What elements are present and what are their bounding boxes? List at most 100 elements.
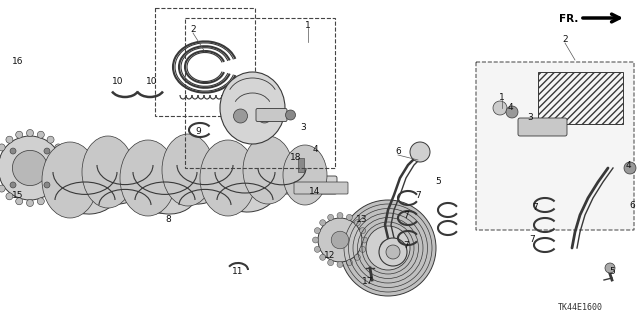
Text: FR.: FR. xyxy=(559,14,578,24)
Circle shape xyxy=(332,231,349,249)
Ellipse shape xyxy=(168,152,228,204)
Circle shape xyxy=(360,228,365,234)
Circle shape xyxy=(362,237,367,243)
Circle shape xyxy=(10,182,16,188)
Circle shape xyxy=(60,175,67,182)
Ellipse shape xyxy=(200,140,256,216)
Circle shape xyxy=(55,144,62,151)
Circle shape xyxy=(44,148,50,154)
Circle shape xyxy=(493,101,507,115)
Text: 8: 8 xyxy=(165,216,171,225)
Text: 6: 6 xyxy=(629,201,635,210)
Text: 7: 7 xyxy=(532,204,538,212)
Text: 15: 15 xyxy=(12,190,24,199)
Circle shape xyxy=(337,262,343,268)
Text: 10: 10 xyxy=(147,78,157,86)
Circle shape xyxy=(379,238,407,266)
Ellipse shape xyxy=(88,152,148,204)
Ellipse shape xyxy=(208,159,268,211)
Ellipse shape xyxy=(220,72,285,144)
Circle shape xyxy=(340,200,436,296)
Circle shape xyxy=(375,233,380,238)
Circle shape xyxy=(47,193,54,200)
Circle shape xyxy=(386,245,400,259)
Text: 12: 12 xyxy=(324,250,336,259)
Circle shape xyxy=(319,220,326,226)
Circle shape xyxy=(342,260,347,265)
Circle shape xyxy=(380,240,396,256)
Circle shape xyxy=(47,136,54,143)
Text: 5: 5 xyxy=(435,177,441,187)
FancyBboxPatch shape xyxy=(256,108,287,122)
Text: 4: 4 xyxy=(625,160,631,169)
Circle shape xyxy=(346,214,353,220)
Circle shape xyxy=(360,221,365,226)
Circle shape xyxy=(624,162,636,174)
Text: 4: 4 xyxy=(507,103,513,113)
Text: 16: 16 xyxy=(12,57,24,66)
Circle shape xyxy=(37,131,44,138)
Circle shape xyxy=(314,246,321,252)
Text: 7: 7 xyxy=(529,235,535,244)
Circle shape xyxy=(378,242,383,248)
Text: 17: 17 xyxy=(362,278,374,286)
Circle shape xyxy=(355,254,360,260)
Circle shape xyxy=(319,254,326,260)
Ellipse shape xyxy=(139,170,197,214)
Text: 2: 2 xyxy=(190,26,196,34)
Circle shape xyxy=(335,252,340,257)
Circle shape xyxy=(6,193,13,200)
Circle shape xyxy=(351,221,356,226)
Text: 18: 18 xyxy=(291,153,301,162)
FancyBboxPatch shape xyxy=(294,182,348,194)
Circle shape xyxy=(285,110,296,120)
Text: 7: 7 xyxy=(415,190,421,199)
FancyBboxPatch shape xyxy=(476,62,634,230)
Circle shape xyxy=(26,130,33,137)
Bar xyxy=(538,72,623,124)
Ellipse shape xyxy=(162,134,214,206)
Circle shape xyxy=(410,142,430,162)
Ellipse shape xyxy=(219,168,277,212)
Bar xyxy=(155,8,255,116)
Circle shape xyxy=(369,260,374,265)
Circle shape xyxy=(337,212,343,219)
Circle shape xyxy=(338,225,378,265)
FancyBboxPatch shape xyxy=(58,176,337,194)
Circle shape xyxy=(0,144,5,151)
Circle shape xyxy=(6,136,13,143)
Circle shape xyxy=(0,136,62,200)
Bar xyxy=(298,158,304,172)
Text: 6: 6 xyxy=(395,147,401,157)
Circle shape xyxy=(55,185,62,192)
Circle shape xyxy=(360,264,365,269)
Circle shape xyxy=(312,237,319,243)
Circle shape xyxy=(375,252,380,257)
Text: 9: 9 xyxy=(195,128,201,137)
Circle shape xyxy=(12,150,47,186)
Ellipse shape xyxy=(126,157,190,213)
Circle shape xyxy=(60,154,67,161)
Ellipse shape xyxy=(283,145,327,205)
Ellipse shape xyxy=(82,136,134,208)
Circle shape xyxy=(61,165,68,172)
Text: 2: 2 xyxy=(562,35,568,44)
Circle shape xyxy=(314,228,321,234)
Circle shape xyxy=(44,182,50,188)
Circle shape xyxy=(506,106,518,118)
Circle shape xyxy=(360,246,365,252)
Circle shape xyxy=(328,214,333,220)
Text: 1: 1 xyxy=(499,93,505,102)
Text: 3: 3 xyxy=(527,114,533,122)
Circle shape xyxy=(26,199,33,206)
Text: 5: 5 xyxy=(609,268,615,277)
Ellipse shape xyxy=(61,170,119,214)
Circle shape xyxy=(16,131,22,138)
Ellipse shape xyxy=(42,142,98,218)
Circle shape xyxy=(16,198,22,205)
Circle shape xyxy=(318,218,362,262)
Circle shape xyxy=(605,263,615,273)
Circle shape xyxy=(351,264,356,269)
Circle shape xyxy=(346,260,353,266)
Circle shape xyxy=(257,109,271,123)
